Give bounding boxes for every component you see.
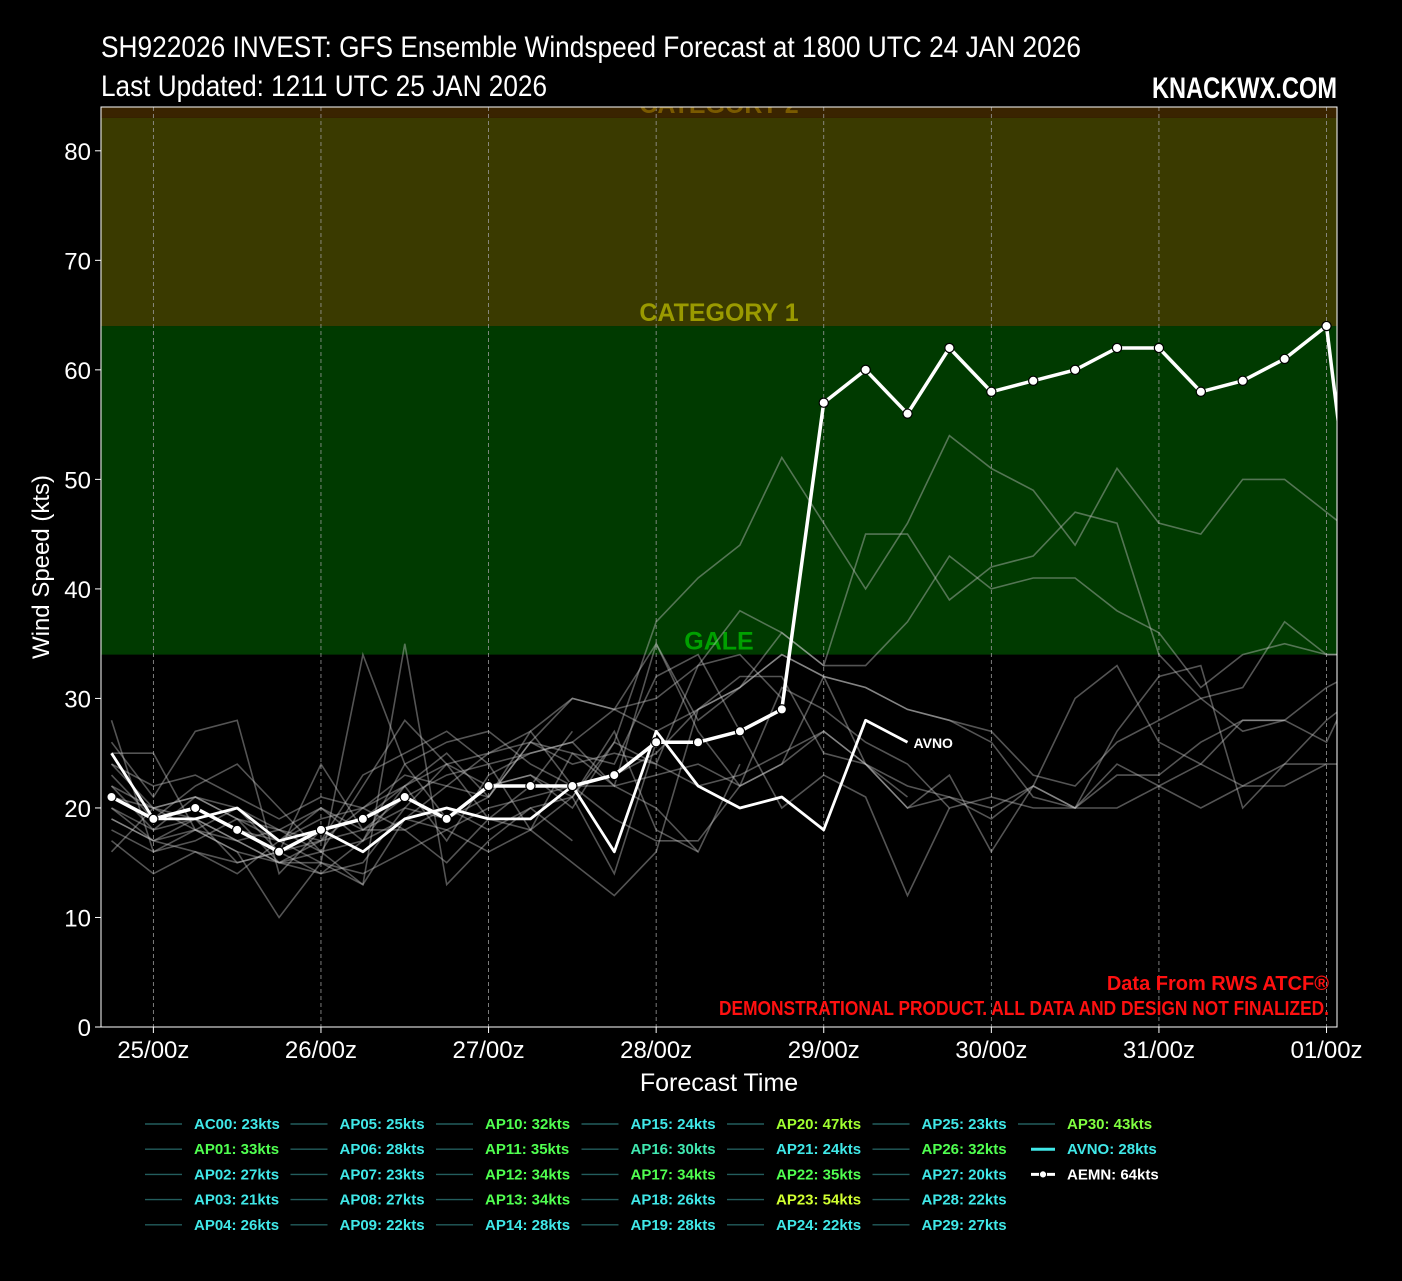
legend-label-ap05: AP05: 25kts <box>340 1116 425 1133</box>
series-point-aemn <box>400 792 409 801</box>
series-point-aemn <box>1029 376 1038 385</box>
x-tick-label: 31/00z <box>1123 1037 1195 1064</box>
series-point-aemn <box>1238 376 1247 385</box>
legend-label-ap17: AP17: 34kts <box>631 1166 716 1183</box>
series-label-avno: AVNO <box>914 735 954 751</box>
legend-label-ap04: AP04: 26kts <box>194 1217 279 1234</box>
legend-label-ap01: AP01: 33kts <box>194 1141 279 1158</box>
series-point-aemn <box>149 814 158 823</box>
legend-label-ap15: AP15: 24kts <box>631 1116 716 1133</box>
legend-label-ac00: AC00: 23kts <box>194 1116 280 1133</box>
x-tick-label: 29/00z <box>788 1037 860 1064</box>
series-point-aemn <box>693 738 702 747</box>
x-tick-label: 26/00z <box>285 1037 357 1064</box>
y-tick-label: 60 <box>64 358 91 385</box>
legend-label-ap10: AP10: 32kts <box>485 1116 570 1133</box>
legend-label-ap22: AP22: 35kts <box>776 1166 861 1183</box>
series-point-aemn <box>819 398 828 407</box>
band-gale <box>101 326 1337 655</box>
series-point-aemn <box>568 781 577 790</box>
series-point-aemn <box>191 803 200 812</box>
legend-label-ap12: AP12: 34kts <box>485 1166 570 1183</box>
y-tick-label: 20 <box>64 796 91 823</box>
x-tick-label: 27/00z <box>453 1037 525 1064</box>
site-name: KNACKWX.COM <box>1152 72 1337 105</box>
legend-label-ap03: AP03: 21kts <box>194 1192 279 1209</box>
legend-label-ap06: AP06: 28kts <box>340 1141 425 1158</box>
legend-label-ap08: AP08: 27kts <box>340 1192 425 1209</box>
y-tick-label: 40 <box>64 577 91 604</box>
series-point-aemn <box>274 847 283 856</box>
y-tick-label: 50 <box>64 467 91 494</box>
y-tick-label: 30 <box>64 686 91 713</box>
x-tick-label: 28/00z <box>620 1037 692 1064</box>
series-point-aemn <box>358 814 367 823</box>
legend-label-ap07: AP07: 23kts <box>340 1166 425 1183</box>
legend-swatch-marker-aemn <box>1039 1171 1046 1178</box>
series-point-aemn <box>107 792 116 801</box>
series-point-aemn <box>442 814 451 823</box>
legend-label-ap11: AP11: 35kts <box>485 1141 569 1158</box>
legend-label-ap18: AP18: 26kts <box>631 1192 716 1209</box>
legend-label-ap02: AP02: 27kts <box>194 1166 279 1183</box>
y-tick-label: 80 <box>64 139 91 166</box>
y-axis-label: Wind Speed (kts) <box>28 475 55 659</box>
series-point-aemn <box>526 781 535 790</box>
x-tick-label: 30/00z <box>955 1037 1027 1064</box>
series-point-aemn <box>945 343 954 352</box>
x-axis-label: Forecast Time <box>640 1069 798 1097</box>
series-point-aemn <box>861 365 870 374</box>
legend-label-ap26: AP26: 32kts <box>922 1141 1007 1158</box>
disclaimer-note: DEMONSTRATIONAL PRODUCT. ALL DATA AND DE… <box>719 998 1329 1020</box>
legend-label-ap13: AP13: 34kts <box>485 1192 570 1209</box>
band-category-1 <box>101 118 1337 326</box>
series-point-aemn <box>735 727 744 736</box>
legend-label-ap29: AP29: 27kts <box>922 1217 1007 1234</box>
legend-label-ap09: AP09: 22kts <box>340 1217 425 1234</box>
legend-label-avno: AVNO: 28kts <box>1067 1141 1157 1158</box>
band-label: GALE <box>684 628 753 656</box>
series-point-aemn <box>233 825 242 834</box>
legend-label-ap21: AP21: 24kts <box>776 1141 861 1158</box>
series-point-aemn <box>610 770 619 779</box>
series-point-aemn <box>652 738 661 747</box>
series-point-aemn <box>316 825 325 834</box>
series-point-aemn <box>1322 321 1331 330</box>
legend-label-ap27: AP27: 20kts <box>922 1166 1007 1183</box>
series-point-aemn <box>1112 343 1121 352</box>
y-tick-label: 0 <box>78 1015 91 1042</box>
series-point-aemn <box>987 387 996 396</box>
y-tick-label: 70 <box>64 248 91 275</box>
series-point-aemn <box>903 409 912 418</box>
legend-label-ap28: AP28: 22kts <box>922 1192 1007 1209</box>
legend-label-ap16: AP16: 30kts <box>631 1141 716 1158</box>
legend-label-ap24: AP24: 22kts <box>776 1217 861 1234</box>
series-point-aemn <box>484 781 493 790</box>
series-point-aemn <box>1280 354 1289 363</box>
legend-label-ap23: AP23: 54kts <box>776 1192 861 1209</box>
chart-title: SH922026 INVEST: GFS Ensemble Windspeed … <box>101 31 1081 64</box>
last-updated: Last Updated: 1211 UTC 25 JAN 2026 <box>101 70 547 103</box>
legend-label-ap19: AP19: 28kts <box>631 1217 716 1234</box>
data-source-note: Data From RWS ATCF® <box>1107 973 1329 995</box>
legend-label-ap20: AP20: 47kts <box>776 1116 861 1133</box>
legend-label-ap25: AP25: 23kts <box>922 1116 1007 1133</box>
x-tick-label: 25/00z <box>117 1037 189 1064</box>
series-point-aemn <box>1196 387 1205 396</box>
x-tick-label: 01/00z <box>1290 1037 1362 1064</box>
series-point-aemn <box>777 705 786 714</box>
legend-label-ap30: AP30: 43kts <box>1067 1116 1152 1133</box>
series-point-aemn <box>1154 343 1163 352</box>
series-point-aemn <box>1071 365 1080 374</box>
legend-label-ap14: AP14: 28kts <box>485 1217 570 1234</box>
band-label: CATEGORY 1 <box>639 299 798 327</box>
y-tick-label: 10 <box>64 905 91 932</box>
legend-label-aemn: AEMN: 64kts <box>1067 1166 1159 1183</box>
